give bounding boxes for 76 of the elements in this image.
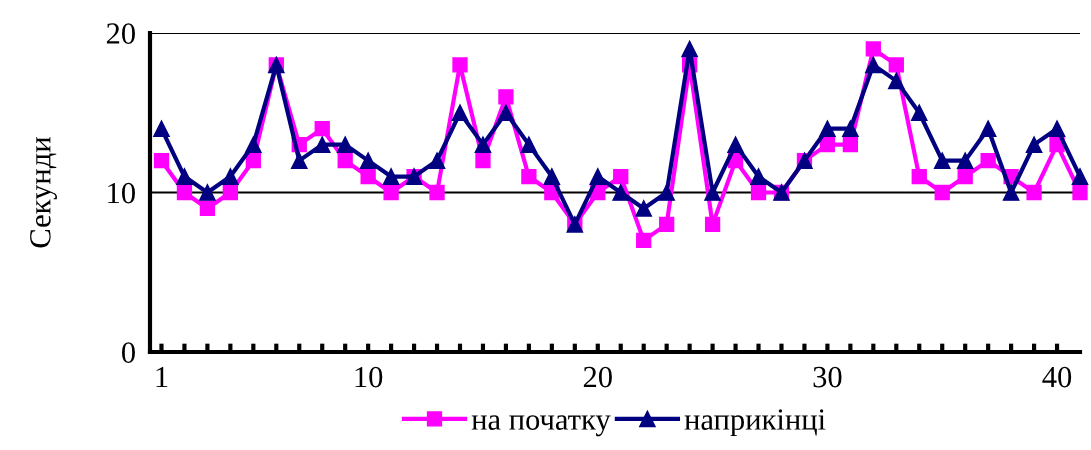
point [865,41,881,57]
point [910,104,928,122]
point [635,200,653,217]
point [498,89,514,105]
point [956,152,974,169]
point [980,152,996,169]
y-tick-label: 10 [108,182,135,204]
y-axis-title: Секунди [30,137,57,248]
point [750,184,767,201]
point [222,184,239,201]
point [199,200,216,217]
point [153,120,170,138]
point [1071,168,1089,185]
point [658,184,676,201]
point [933,152,951,169]
point [1048,120,1066,138]
point [336,136,354,153]
point [934,184,950,201]
point [1025,136,1043,153]
point [1072,184,1088,201]
x-tick-label: 30 [813,366,842,388]
point [704,216,721,233]
point [314,121,330,137]
point [360,168,376,185]
legend-label: на початку [471,415,611,437]
point [659,216,675,233]
point [176,168,193,185]
point [222,168,239,185]
point [382,168,400,185]
point [199,184,216,201]
y-tick-label: 20 [106,23,135,44]
point [979,120,997,138]
point [359,152,377,169]
point [819,120,836,138]
point [888,57,904,73]
point [520,136,538,153]
point [887,72,905,90]
point [244,136,262,153]
point [475,152,491,169]
point [911,168,927,185]
x-tick-label: 10 [355,366,383,388]
point [451,104,469,122]
point [337,152,353,169]
y-tick-label: 0 [122,342,135,363]
point [474,136,492,153]
point [957,168,973,185]
point [452,57,468,73]
point [429,184,445,201]
point [864,56,882,74]
point [383,184,399,201]
point [613,168,629,185]
x-tick-label: 40 [1042,366,1072,388]
x-tick-label: 1 [156,366,168,388]
point [497,104,515,122]
point [1002,184,1020,201]
point [1026,184,1042,201]
point [521,168,537,185]
point [153,152,170,169]
point [842,120,859,138]
point [290,152,308,169]
point [727,136,744,153]
legend-label: наприкінці [684,409,826,437]
point [636,232,652,248]
point [589,168,607,185]
point [543,168,561,185]
point [245,152,261,169]
point [704,184,721,201]
point [176,184,193,201]
x-tick-label: 20 [583,366,612,388]
point [313,136,331,153]
point [612,184,630,201]
point [428,152,446,169]
point [819,137,836,153]
point [681,40,698,58]
point [750,168,767,185]
point [842,137,859,153]
